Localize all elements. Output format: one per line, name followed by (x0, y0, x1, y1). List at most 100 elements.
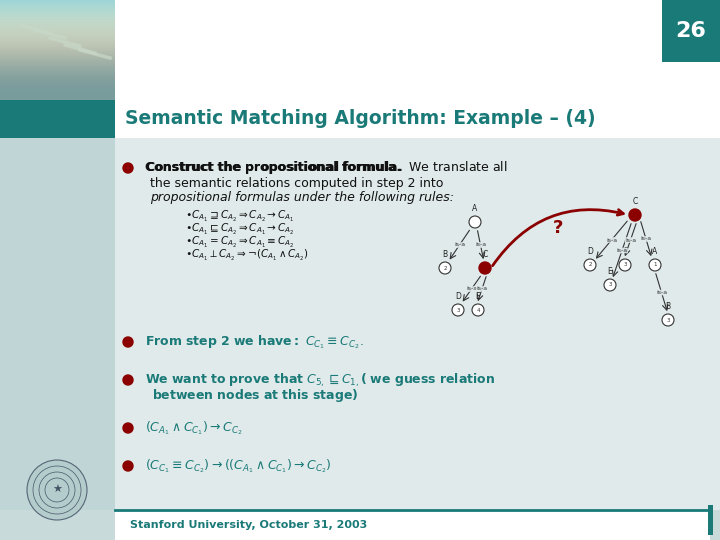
Text: 3: 3 (608, 282, 612, 287)
Bar (0, 91, 115, 92)
Text: is-a: is-a (466, 287, 477, 292)
Bar (0, 77, 115, 78)
Text: B: B (665, 302, 670, 311)
Bar (0, 41, 115, 42)
Bar (0, 90, 115, 91)
Bar (0, 65, 115, 66)
Bar (0, 33, 115, 34)
Bar (0, 62, 115, 63)
Text: $\mathbf{We\ want\ to\ prove\ that}\ C_{5,} \sqsubseteq C_{1,}$$\mathbf{(\ we\ g: $\mathbf{We\ want\ to\ prove\ that}\ C_{… (145, 372, 495, 389)
FancyBboxPatch shape (115, 510, 710, 540)
Text: E: E (608, 267, 613, 276)
Bar (0, 45, 115, 46)
Bar (0, 50, 115, 51)
Bar (0, 73, 115, 74)
Bar (0, 28, 115, 29)
Text: ★: ★ (52, 485, 62, 495)
Bar (0, 94, 115, 95)
Text: $\mathbf{between\ nodes\ at\ this\ stage)}$: $\mathbf{between\ nodes\ at\ this\ stage… (152, 388, 359, 404)
Text: propositional formulas under the following rules:: propositional formulas under the followi… (150, 192, 454, 205)
Bar (0, 67, 115, 68)
Bar (0, 31, 115, 32)
Bar (0, 85, 115, 86)
Text: is-a: is-a (656, 290, 667, 295)
Text: is-a: is-a (477, 287, 487, 292)
FancyBboxPatch shape (115, 100, 720, 138)
Bar (0, 40, 115, 41)
Bar (0, 54, 115, 55)
Bar (0, 35, 115, 36)
Text: 3: 3 (666, 318, 670, 322)
Circle shape (123, 163, 133, 173)
Bar (0, 0, 115, 1)
Bar (0, 49, 115, 50)
Bar (0, 53, 115, 54)
Bar (0, 83, 115, 84)
Bar (0, 30, 115, 31)
Text: 26: 26 (675, 21, 706, 41)
Bar (0, 58, 115, 59)
Bar (0, 80, 115, 81)
Bar (0, 4, 115, 5)
Bar (0, 51, 115, 52)
Circle shape (439, 262, 451, 274)
Circle shape (27, 460, 87, 520)
Bar (0, 56, 115, 57)
Bar (0, 24, 115, 25)
Bar (0, 21, 115, 22)
Bar (0, 1, 115, 2)
Bar (0, 88, 115, 89)
Bar (0, 22, 115, 23)
Text: is-a: is-a (640, 237, 652, 241)
Circle shape (619, 259, 631, 271)
Bar (0, 48, 115, 49)
Bar (0, 25, 115, 26)
Text: is-a: is-a (454, 242, 465, 247)
Bar (0, 81, 115, 82)
Text: Construct the propositional formula.: Construct the propositional formula. (145, 161, 401, 174)
Bar (0, 55, 115, 56)
Bar (708, 505, 713, 535)
Bar (0, 74, 115, 75)
Bar (0, 20, 115, 21)
Text: B: B (442, 250, 448, 259)
FancyBboxPatch shape (662, 0, 720, 62)
Circle shape (123, 337, 133, 347)
Text: $\mathbf{Construct\ the\ propositional\ formula.}$ We translate all: $\mathbf{Construct\ the\ propositional\ … (145, 159, 508, 177)
Bar (0, 98, 115, 99)
FancyBboxPatch shape (0, 100, 115, 138)
Bar (0, 86, 115, 87)
Bar (0, 44, 115, 45)
Bar (0, 82, 115, 83)
Text: $\bullet C_{A_1} \sqsubseteq C_{A_2} \Rightarrow C_{A_1} \rightarrow C_{A_2}$: $\bullet C_{A_1} \sqsubseteq C_{A_2} \Ri… (185, 221, 294, 237)
Bar (0, 78, 115, 79)
FancyBboxPatch shape (0, 138, 115, 510)
Bar (0, 8, 115, 9)
Text: $\bullet C_{A_1} \sqsupseteq C_{A_2} \Rightarrow C_{A_2} \rightarrow C_{A_1}$: $\bullet C_{A_1} \sqsupseteq C_{A_2} \Ri… (185, 208, 294, 224)
Circle shape (452, 304, 464, 316)
Bar (115, 510, 710, 511)
Bar (0, 66, 115, 67)
Text: is-a: is-a (475, 242, 486, 247)
Bar (0, 43, 115, 44)
Bar (0, 79, 115, 80)
Text: F: F (623, 247, 627, 256)
Bar (0, 63, 115, 64)
Bar (0, 39, 115, 40)
Bar (0, 2, 115, 3)
Bar (0, 34, 115, 35)
Text: $\mathbf{From\ step\ 2\ we\ have:}\ C_{C_1} \equiv C_{C_2}.$: $\mathbf{From\ step\ 2\ we\ have:}\ C_{C… (145, 333, 364, 351)
Bar (0, 6, 115, 7)
Text: is-a: is-a (625, 238, 636, 242)
Bar (0, 72, 115, 73)
Bar (0, 42, 115, 43)
Circle shape (604, 279, 616, 291)
Bar (0, 47, 115, 48)
Bar (0, 46, 115, 47)
Bar (0, 61, 115, 62)
Bar (0, 89, 115, 90)
FancyBboxPatch shape (115, 138, 720, 510)
Text: $(C_{C_1} \equiv C_{C_2}) \rightarrow ((C_{A_1} \wedge C_{C_1}) \rightarrow C_{C: $(C_{C_1} \equiv C_{C_2}) \rightarrow ((… (145, 457, 332, 475)
Bar (0, 13, 115, 14)
Bar (0, 29, 115, 30)
